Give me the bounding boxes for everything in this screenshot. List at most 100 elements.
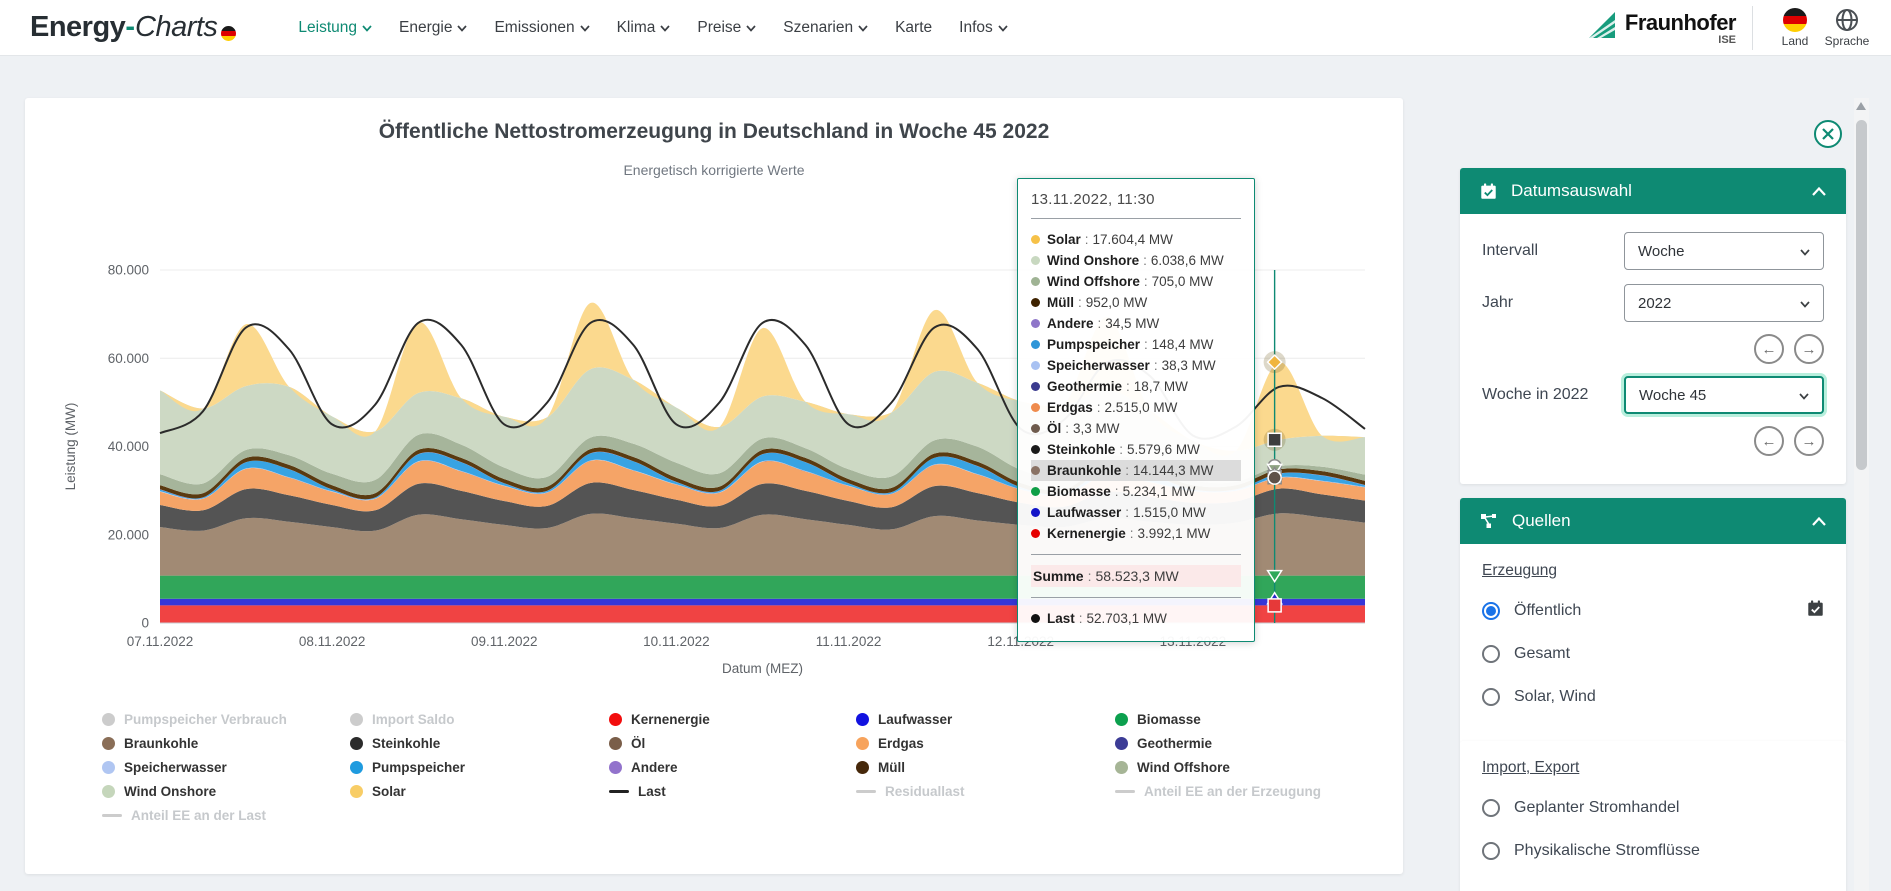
panel-body: Import, Export Geplanter Stromhandel Physi…: [1460, 741, 1846, 891]
settings-sidebar: Datumsauswahl Intervall Woche Jahr 2022 ← → Woc…: [1460, 98, 1846, 891]
legend-item-wind-offshore[interactable]: Wind Offshore: [1115, 758, 1321, 777]
land-selector[interactable]: Land: [1769, 7, 1821, 48]
legend-item-erdgas[interactable]: Erdgas: [856, 734, 965, 753]
legend-item-l[interactable]: Öl: [609, 734, 710, 753]
section-link-erzeugung[interactable]: Erzeugung: [1482, 562, 1557, 579]
tooltip-row-pumpspeicher: Pumpspeicher:148,4 MW: [1031, 334, 1241, 355]
legend-item-anteil-ee-an-der-last[interactable]: Anteil EE an der Last: [102, 806, 287, 825]
tooltip-divider: [1031, 554, 1241, 555]
svg-text:08.11.2022: 08.11.2022: [299, 634, 366, 649]
chart-card: Öffentliche Nettostromerzeugung in Deuts…: [25, 98, 1403, 874]
tooltip-row-geothermie: Geothermie:18,7 MW: [1031, 376, 1241, 397]
legend-line-swatch: [609, 790, 629, 793]
nav-item-szenarien[interactable]: Szenarien: [783, 19, 868, 37]
sidebar-close-row: [1460, 120, 1846, 148]
chart-tooltip: 13.11.2022, 11:30 Solar:17.604,4 MW Wind …: [1017, 178, 1255, 642]
chevron-up-icon: [1812, 186, 1826, 196]
tooltip-row-andere: Andere:34,5 MW: [1031, 313, 1241, 334]
tooltip-row-braunkohle: Braunkohle:14.144,3 MW: [1031, 460, 1241, 481]
legend-item-anteil-ee-an-der-erzeugung[interactable]: Anteil EE an der Erzeugung: [1115, 782, 1321, 801]
close-sidebar-button[interactable]: [1814, 120, 1842, 148]
field-woche-in-2022: Woche in 2022 Woche 45: [1482, 376, 1824, 414]
legend-dot-swatch: [102, 713, 115, 726]
tooltip-row-kernenergie: Kernenergie:3.992,1 MW: [1031, 523, 1241, 544]
chevron-down-icon: [858, 25, 868, 32]
svg-text:80.000: 80.000: [108, 263, 149, 278]
tooltip-last-row: Last : 52.703,1 MW: [1031, 608, 1241, 629]
scrollbar-thumb[interactable]: [1856, 120, 1867, 470]
legend-item-andere[interactable]: Andere: [609, 758, 710, 777]
panel-quellen: Quellen Erzeugung Öffentlich Gesamt Solar, W…: [1460, 498, 1846, 891]
legend-item-import-saldo[interactable]: Import Saldo: [350, 710, 465, 729]
svg-text:Leistung (MW): Leistung (MW): [63, 403, 78, 491]
legend-item-laufwasser[interactable]: Laufwasser: [856, 710, 965, 729]
radio-gesamt[interactable]: [1482, 645, 1500, 663]
share-nodes-icon: [1481, 514, 1496, 528]
next-woche-in-2022-button[interactable]: →: [1794, 426, 1824, 456]
nav-item-karte[interactable]: Karte: [895, 18, 933, 36]
legend-item-pumpspeicher[interactable]: Pumpspeicher: [350, 758, 465, 777]
prev-woche-in-2022-button[interactable]: ←: [1754, 426, 1784, 456]
sidebar-panels: Datumsauswahl Intervall Woche Jahr 2022 ← → Woc…: [1460, 168, 1846, 891]
chart-legend: Pumpspeicher Verbrauch Braunkohle Speicher…: [25, 710, 1403, 840]
tooltip-row-solar: Solar:17.604,4 MW: [1031, 229, 1241, 250]
legend-item-m-ll[interactable]: Müll: [856, 758, 965, 777]
radio-label: Gesamt: [1514, 645, 1571, 662]
legend-item-geothermie[interactable]: Geothermie: [1115, 734, 1321, 753]
nav-item-energie[interactable]: Energie: [399, 19, 468, 37]
nav-item-emissionen[interactable]: Emissionen: [494, 19, 590, 37]
tooltip-sum-row: Summe:58.523,3 MW: [1031, 565, 1241, 587]
radio-geplanter-stromhandel[interactable]: [1482, 799, 1500, 817]
legend-item-wind-onshore[interactable]: Wind Onshore: [102, 782, 287, 801]
series-dot: [1031, 403, 1040, 412]
sprache-selector[interactable]: Sprache: [1821, 8, 1873, 48]
legend-item-kernenergie[interactable]: Kernenergie: [609, 710, 710, 729]
panel-header-datumsauswahl[interactable]: Datumsauswahl: [1460, 168, 1846, 214]
legend-item-residuallast[interactable]: Residuallast: [856, 782, 965, 801]
section-link-import-export[interactable]: Import, Export: [1482, 759, 1580, 776]
header-divider: [1752, 5, 1753, 50]
woche-in-2022-select[interactable]: Woche 45: [1624, 376, 1824, 414]
tooltip-row-laufwasser: Laufwasser:1.515,0 MW: [1031, 502, 1241, 523]
radio-ffentlich[interactable]: [1482, 602, 1500, 620]
legend-dot-swatch: [856, 713, 869, 726]
legend-item-solar[interactable]: Solar: [350, 782, 465, 801]
chevron-down-icon: [998, 25, 1008, 32]
header-right: Fraunhofer ISE Land Sprache: [1587, 5, 1873, 50]
series-dot: [1031, 235, 1040, 244]
legend-item-braunkohle[interactable]: Braunkohle: [102, 734, 287, 753]
nav-item-klima[interactable]: Klima: [617, 19, 671, 37]
panel-header-quellen[interactable]: Quellen: [1460, 498, 1846, 544]
calendar-check-icon-button[interactable]: [1807, 600, 1824, 622]
panel-section: Import, Export Geplanter Stromhandel Physi…: [1460, 741, 1846, 891]
panel-body: Erzeugung Öffentlich Gesamt Solar, Wind: [1460, 544, 1846, 741]
fraunhofer-ise-logo[interactable]: Fraunhofer ISE: [1587, 10, 1737, 46]
radio-physikalische-stromfl-sse[interactable]: [1482, 842, 1500, 860]
jahr-select[interactable]: 2022: [1624, 284, 1824, 322]
legend-item-biomasse[interactable]: Biomasse: [1115, 710, 1321, 729]
next-jahr-button[interactable]: →: [1794, 334, 1824, 364]
radio-solar-wind[interactable]: [1482, 688, 1500, 706]
legend-item-last[interactable]: Last: [609, 782, 710, 801]
german-flag-icon: [1783, 7, 1807, 32]
legend-column: Import Saldo Steinkohle Pumpspeicher Solar: [350, 710, 465, 801]
vertical-scrollbar[interactable]: [1854, 98, 1869, 891]
scroll-up-arrow-icon[interactable]: [1856, 102, 1866, 110]
nav-item-infos[interactable]: Infos: [959, 19, 1008, 37]
nav-item-preise[interactable]: Preise: [697, 19, 756, 37]
fraunhofer-ise-label: ISE: [1718, 33, 1736, 46]
series-dot: [1031, 508, 1040, 517]
tooltip-row-m-ll: Müll:952,0 MW: [1031, 292, 1241, 313]
legend-dot-swatch: [856, 737, 869, 750]
legend-item-speicherwasser[interactable]: Speicherwasser: [102, 758, 287, 777]
prev-jahr-button[interactable]: ←: [1754, 334, 1784, 364]
intervall-select[interactable]: Woche: [1624, 232, 1824, 270]
tooltip-row-wind-offshore: Wind Offshore:705,0 MW: [1031, 271, 1241, 292]
tooltip-divider: [1031, 597, 1241, 598]
nav-item-leistung[interactable]: Leistung: [298, 19, 372, 37]
energy-charts-logo[interactable]: Energy - Charts: [30, 11, 237, 44]
legend-dot-swatch: [350, 713, 363, 726]
svg-text:40.000: 40.000: [108, 439, 149, 454]
legend-item-steinkohle[interactable]: Steinkohle: [350, 734, 465, 753]
legend-item-pumpspeicher-verbrauch[interactable]: Pumpspeicher Verbrauch: [102, 710, 287, 729]
